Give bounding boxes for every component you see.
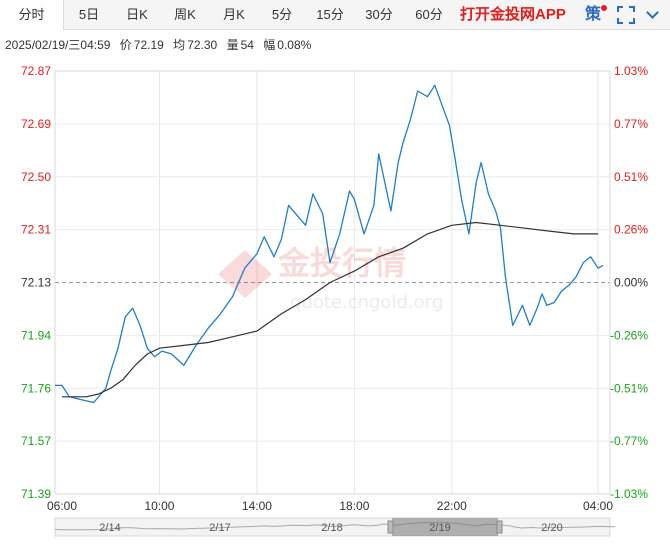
watermark-text: 金投行情 [277,244,406,282]
average-price-line [62,221,598,398]
tab-5-day[interactable]: 5日 [78,7,100,22]
intraday-price-chart[interactable]: 金投行情 quote.cngold.org 72.87 72.69 72.50 72.31… [0,60,670,546]
y-tick-label: 72.87 [21,64,51,78]
y-tick-label: 71.94 [21,328,51,342]
y-pct-tick-label: 0.26% [614,223,648,237]
navigator-handle-left[interactable] [387,520,394,534]
navigator-date-label: 2/20 [541,522,562,534]
quote-datetime: 2025/02/19/三04:59 [5,38,111,52]
y-pct-tick-label: 0.00% [614,276,648,290]
price-label: 价 [119,38,132,52]
tab-30-min[interactable]: 30分 [365,7,393,22]
y-pct-tick-label: 0.77% [614,117,648,131]
y-tick-label: 71.57 [21,434,51,448]
x-tick-label: 06:00 [47,499,77,513]
x-tick-label: 22:00 [437,499,467,513]
watermark-url: quote.cngold.org [290,292,443,313]
y-pct-tick-label: 0.51% [614,170,648,184]
navigator-handle-right[interactable] [496,520,503,534]
x-tick-label: 04:00 [583,499,613,513]
quote-info-bar: 2025/02/19/三04:59 价 72.19 均 72.30 量 54 幅 0.0… [5,36,317,53]
navigator-selected-range [392,518,498,536]
navigator-date-label: 2/17 [209,522,230,534]
tab-daily-k[interactable]: 日K [126,7,148,22]
navigator-date-label: 2/18 [321,522,342,534]
tab-60-min[interactable]: 60分 [415,7,443,22]
tab-15-min[interactable]: 15分 [316,7,344,22]
change-label: 幅 [263,38,276,52]
x-tick-label: 14:00 [242,499,272,513]
y-tick-label: 71.39 [21,487,51,501]
tab-5-min[interactable]: 5分 [271,7,293,22]
tab-monthly-k[interactable]: 月K [223,7,245,22]
x-tick-label: 10:00 [144,499,174,513]
tab-intraday[interactable]: 分时 [0,0,64,31]
y-pct-tick-label: -0.26% [610,328,648,342]
open-app-link[interactable]: 打开金投网APP [460,6,566,23]
x-tick-label: 18:00 [339,499,369,513]
navigator-mini-line [54,521,616,531]
y-pct-tick-label: -0.77% [610,434,648,448]
navigator-date-label: 2/19 [429,522,450,534]
y-tick-label: 72.13 [21,276,51,290]
notification-dot-icon [601,5,607,11]
change-value: 0.08% [277,38,312,52]
y-tick-label: 71.76 [21,381,51,395]
y-tick-label: 72.50 [21,170,51,184]
plot-area-border [54,70,611,495]
navigator-date-label: 2/14 [99,522,120,534]
watermark: 金投行情 quote.cngold.org [218,244,443,313]
chevron-down-icon[interactable] [647,9,657,19]
y-tick-label: 72.69 [21,117,51,131]
y-pct-tick-label: 1.03% [614,64,648,78]
volume-value: 54 [240,38,254,52]
strategy-button[interactable]: 策 [585,6,602,23]
watermark-logo-icon [218,250,272,298]
y-pct-tick-label: -1.03% [610,487,648,501]
y-tick-label: 72.31 [21,223,51,237]
fullscreen-icon[interactable] [617,6,635,24]
avg-value: 72.30 [187,38,218,52]
avg-label: 均 [173,38,186,52]
period-tab-bar: 分时 5日 日K 周K 月K 5分 15分 30分 60分 打开金投网APP 策 [0,0,670,31]
volume-label: 量 [226,38,239,52]
time-navigator: 2/14 2/17 2/18 2/19 2/20 [54,517,616,537]
tab-weekly-k[interactable]: 周K [174,7,196,22]
y-pct-tick-label: -0.51% [610,381,648,395]
price-value: 72.19 [133,38,164,52]
